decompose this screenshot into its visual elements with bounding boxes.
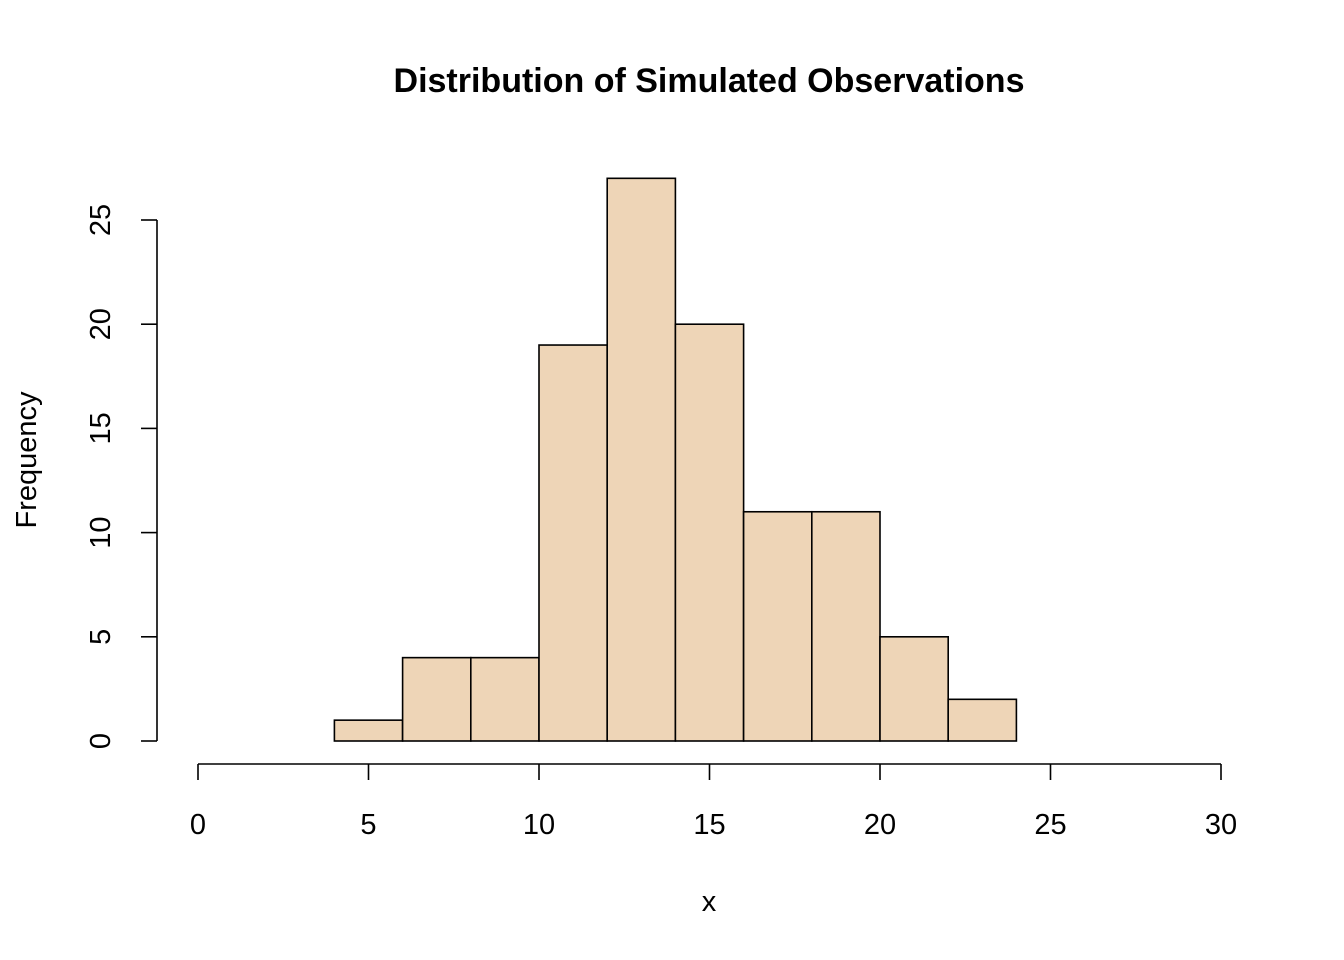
histogram-bar	[538, 344, 608, 742]
x-tick-label: 25	[1034, 809, 1066, 841]
x-tick-label: 0	[190, 809, 206, 841]
histogram-bar	[401, 656, 472, 742]
y-tick-label: 0	[85, 733, 117, 749]
x-tick-label: 30	[1205, 809, 1237, 841]
x-tick-label: 20	[864, 809, 896, 841]
y-axis-title: Frequency	[11, 391, 43, 529]
y-tick-label: 25	[85, 204, 117, 236]
y-tick-label: 15	[85, 412, 117, 444]
histogram-bar	[606, 177, 677, 742]
chart-title: Distribution of Simulated Observations	[394, 62, 1025, 100]
histogram-bar	[879, 635, 949, 742]
histogram-bar	[947, 698, 1018, 742]
histogram-bar	[810, 510, 881, 742]
y-tick-label: 10	[85, 516, 117, 548]
histogram-bar	[469, 656, 540, 742]
histogram-bar	[333, 719, 404, 742]
bars-layer	[333, 177, 1018, 742]
x-tick-label: 5	[360, 809, 376, 841]
x-tick-label: 10	[523, 809, 555, 841]
x-tick-label: 15	[693, 809, 725, 841]
histogram-bar	[742, 510, 813, 742]
y-axis: 0 5 10 15 20 25	[85, 204, 158, 749]
y-tick-label: 20	[85, 308, 117, 340]
x-axis-title: x	[702, 886, 717, 918]
histogram-bar	[674, 323, 745, 742]
y-tick-label: 5	[85, 629, 117, 645]
x-axis: 0 5 10 15 20 25 30	[190, 763, 1237, 841]
